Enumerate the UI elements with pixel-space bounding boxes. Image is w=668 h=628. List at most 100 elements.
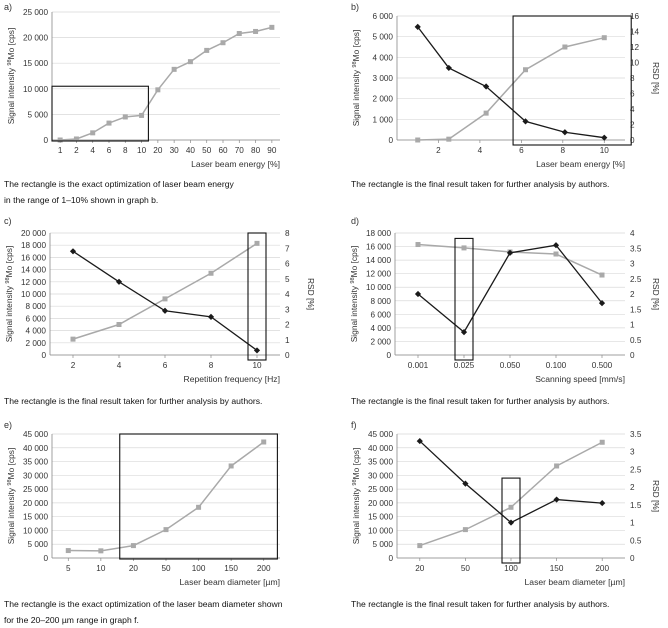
- series-line-e-0: [68, 441, 265, 552]
- chart-b: 0 1 000 2 000 3 000 4 000 5 000 6 000 0 2 4 6 8 10 12…: [351, 12, 661, 169]
- panel-d-letter: d): [351, 216, 360, 226]
- x-tick-label-f-1: 50: [461, 564, 471, 573]
- x-tick-label-d-3: 0.100: [546, 361, 567, 370]
- y2-tick-label-d-3: 1.5: [630, 305, 642, 314]
- point-a-0-10: [220, 40, 226, 46]
- x-tick-label-d-2: 0.050: [500, 361, 521, 370]
- highlight-rectangle-d: [454, 237, 474, 361]
- y-tick-label-a-4: 20 000: [23, 34, 48, 43]
- point-d-1-3: [552, 242, 560, 249]
- y-tick-label-a-1: 5 000: [28, 110, 49, 119]
- y-tick-label-c-4: 8 000: [26, 302, 47, 311]
- x-tick-label-f-2: 100: [504, 564, 518, 573]
- y2-tick-label-d-6: 3: [630, 260, 635, 269]
- y2-axis-label-b: RSD [%]: [651, 62, 661, 94]
- y-tick-label-c-8: 16 000: [21, 253, 46, 262]
- point-e-0-1: [98, 548, 104, 554]
- caption-a-line-1: The rectangle is the exact optimization …: [4, 179, 234, 189]
- point-a-0-8: [187, 59, 193, 65]
- point-b-0-4: [562, 44, 568, 50]
- x-tick-label-f-3: 150: [550, 564, 564, 573]
- y-tick-label-c-5: 10 000: [21, 290, 46, 299]
- point-a-0-0: [57, 137, 63, 143]
- caption-c: The rectangle is the final result taken …: [4, 393, 262, 409]
- caption-b: The rectangle is the final result taken …: [351, 176, 609, 192]
- chart-f: 0 5 000 10 000 15 000 20 000 25 000 30 000 35 0…: [351, 430, 661, 587]
- y-tick-label-d-5: 10 000: [366, 283, 391, 292]
- y-tick-label-a-3: 15 000: [23, 59, 48, 68]
- y-tick-label-e-1: 5 000: [28, 540, 49, 549]
- y-tick-label-c-10: 20 000: [21, 229, 46, 238]
- caption-e-line-2: for the 20–200 µm range in graph f.: [4, 615, 139, 625]
- x-tick-label-a-4: 8: [123, 146, 128, 155]
- y2-tick-label-c-2: 2: [285, 321, 290, 330]
- point-e-0-3: [163, 527, 169, 533]
- y-tick-label-f-5: 25 000: [368, 485, 393, 494]
- y-tick-label-d-1: 2 000: [371, 337, 392, 346]
- x-tick-label-e-2: 20: [129, 564, 139, 573]
- x-tick-label-b-2: 6: [519, 146, 524, 155]
- y2-tick-label-c-0: 0: [285, 351, 290, 360]
- y-tick-label-f-6: 30 000: [368, 471, 393, 480]
- point-d-0-0: [415, 242, 421, 248]
- y2-tick-label-f-3: 1.5: [630, 501, 642, 510]
- chart-d: 0 2 000 4 000 6 000 8 000 10 000 12 000 14 000 1…: [349, 229, 661, 384]
- x-tick-label-b-0: 2: [436, 146, 441, 155]
- x-tick-label-a-7: 30: [170, 146, 180, 155]
- x-tick-label-e-3: 50: [161, 564, 171, 573]
- y-tick-label-b-4: 4 000: [373, 53, 394, 62]
- series-line-d-1: [417, 244, 603, 334]
- point-a-0-3: [106, 120, 112, 126]
- point-e-0-4: [196, 504, 202, 510]
- x-tick-label-f-0: 20: [415, 564, 425, 573]
- x-tick-label-b-1: 4: [478, 146, 483, 155]
- point-b-0-5: [601, 35, 607, 41]
- point-f-0-1: [462, 527, 468, 533]
- point-f-0-3: [554, 463, 560, 469]
- y2-tick-label-f-7: 3.5: [630, 430, 642, 439]
- y-tick-label-b-6: 6 000: [373, 12, 394, 21]
- point-b-1-4: [561, 129, 568, 136]
- y2-tick-label-d-7: 3.5: [630, 244, 642, 253]
- point-f-1-4: [599, 499, 606, 507]
- x-tick-label-c-2: 6: [163, 361, 168, 370]
- y-axis-label-f: Signal intensity 98Mo [cps]: [351, 448, 361, 545]
- point-c-1-3: [207, 313, 215, 320]
- y-tick-label-f-2: 10 000: [368, 526, 393, 535]
- point-e-0-5: [228, 463, 234, 469]
- point-e-0-2: [130, 543, 136, 549]
- caption-d-line-1: The rectangle is the final result taken …: [351, 396, 610, 406]
- highlight-rectangle-a: [51, 85, 149, 142]
- y-tick-label-c-3: 6 000: [26, 314, 47, 323]
- y2-tick-label-c-8: 8: [285, 229, 290, 238]
- point-d-0-1: [461, 245, 467, 251]
- highlight-rectangle-e: [119, 433, 278, 560]
- y-tick-label-e-9: 45 000: [23, 430, 48, 439]
- x-tick-label-a-11: 70: [235, 146, 245, 155]
- x-tick-label-a-8: 40: [186, 146, 196, 155]
- point-f-0-0: [417, 543, 423, 549]
- chart-e: 0 5 000 10 000 15 000 20 000 25 000 30 000 35 0…: [6, 430, 280, 587]
- y-tick-label-d-2: 4 000: [371, 324, 392, 333]
- series-line-f-1: [419, 440, 603, 524]
- y2-tick-label-d-1: 0.5: [630, 336, 642, 345]
- y2-axis-label-d: RSD [%]: [651, 278, 661, 310]
- x-tick-label-a-6: 20: [153, 146, 163, 155]
- y-tick-label-f-7: 35 000: [368, 458, 393, 467]
- point-c-0-0: [70, 336, 76, 342]
- panel-e-letter: e): [4, 420, 13, 430]
- y-tick-label-f-1: 5 000: [373, 540, 394, 549]
- point-b-0-0: [415, 137, 421, 143]
- x-tick-label-a-10: 60: [218, 146, 228, 155]
- y2-tick-label-c-7: 7: [285, 244, 290, 253]
- panel-b-letter: b): [351, 2, 360, 12]
- point-b-0-2: [483, 110, 489, 116]
- y-tick-label-d-0: 0: [386, 351, 391, 360]
- highlight-rectangle-f: [501, 477, 521, 564]
- caption-f-line-1: The rectangle is the final result taken …: [351, 599, 610, 609]
- x-tick-label-d-1: 0.025: [454, 361, 475, 370]
- y2-tick-label-b-8: 16: [630, 12, 640, 21]
- caption-a: The rectangle is the exact optimization …: [4, 176, 234, 208]
- point-e-0-0: [65, 548, 71, 554]
- y-tick-label-a-5: 25 000: [23, 8, 48, 17]
